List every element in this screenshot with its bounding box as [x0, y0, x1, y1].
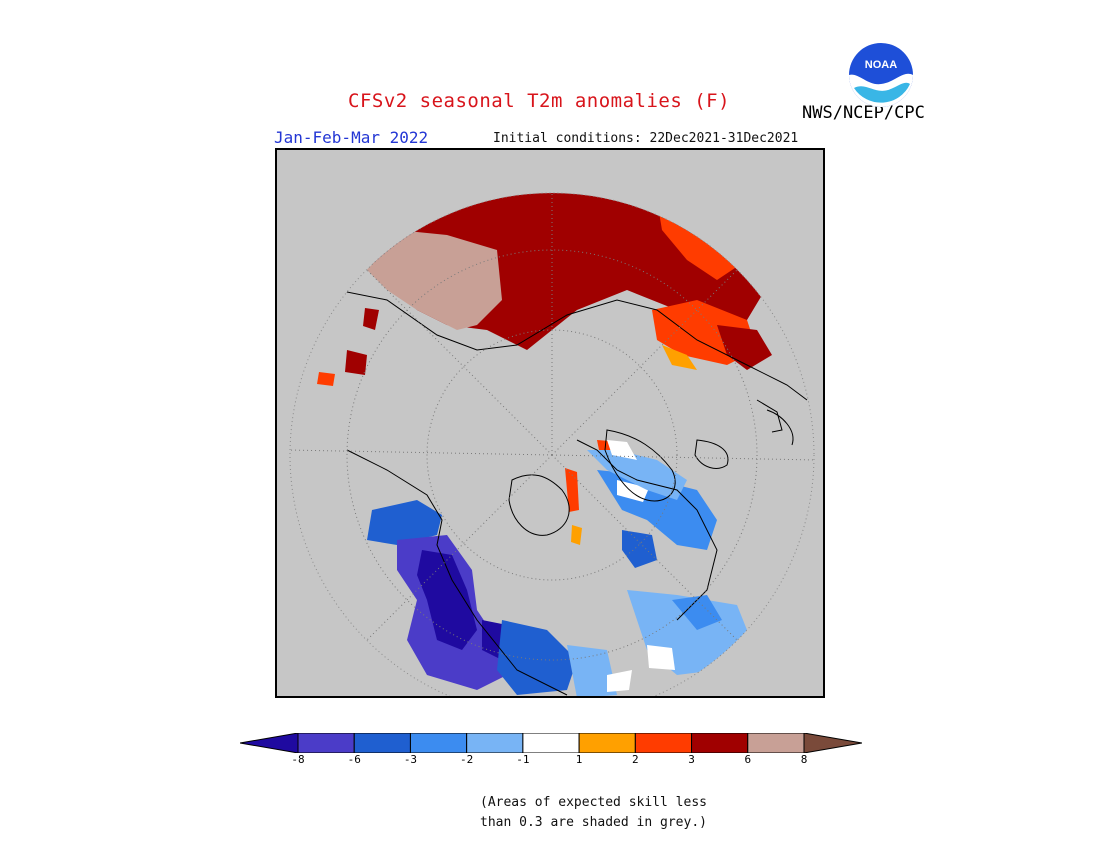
agency-label: NWS/NCEP/CPC: [802, 103, 925, 123]
arctic-warm-patch-2: [571, 525, 582, 545]
colorbar-tick-label: 1: [575, 753, 583, 766]
coastlines: [296, 289, 808, 696]
colorbar-tick-label: 3: [688, 753, 695, 766]
north-america-deep-indigo-region: [417, 550, 477, 650]
east-asia-deep-red-patch: [717, 325, 772, 370]
map-title: CFSv2 seasonal T2m anomalies (F): [348, 90, 731, 112]
colorbar-box: [747, 733, 805, 753]
north-africa-orange-patch: [317, 372, 335, 386]
colorbar-tick-label: 2: [632, 753, 639, 766]
colorbar-tick-label: -3: [403, 753, 418, 766]
colorbar-tick-label: 8: [800, 753, 808, 766]
arctic-white-patch: [607, 440, 637, 460]
colorbar-tick-label: -1: [516, 753, 530, 766]
labrador-blue-region: [672, 595, 722, 630]
colorbar-box: [522, 733, 580, 753]
eastern-us-blue-region: [567, 645, 617, 696]
colorbar-box: [353, 733, 411, 753]
colorbar-right-arrow: [803, 733, 862, 753]
skill-note-line2: than 0.3 are shaded in grey.): [480, 815, 707, 830]
colorbar-box: [691, 733, 749, 753]
hudson-blue-region: [622, 530, 657, 568]
southeast-white-patch: [607, 670, 632, 692]
colorbar-tick-label: 6: [744, 753, 752, 766]
midwest-blue-region: [497, 620, 577, 695]
colorbar-box: [297, 733, 355, 753]
initial-conditions-label: Initial conditions: 22Dec2021-31Dec2021: [493, 131, 799, 146]
colorbar-box: [409, 733, 468, 753]
skill-note: (Areas of expected skill less than 0.3 a…: [480, 793, 707, 833]
season-label: Jan-Feb-Mar 2022: [274, 128, 429, 147]
graticule: [290, 193, 814, 661]
colorbar: [240, 733, 862, 753]
map-boundary-circle: [289, 192, 815, 696]
colorbar-tick-label: -8: [291, 753, 305, 766]
noaa-logo-icon: NOAA: [849, 43, 913, 107]
colorbar-tick-label: -6: [347, 753, 361, 766]
arctic-blue-tail: [587, 450, 687, 500]
colorbar-ticks: -8 -6 -3 -2 -1 1 2 3 6 8: [240, 753, 862, 767]
colorbar-tick-label: -2: [460, 753, 474, 766]
north-africa-red-patch: [345, 350, 367, 375]
skill-note-line1: (Areas of expected skill less: [480, 795, 707, 810]
colorbar-box: [634, 733, 693, 753]
colorbar-box: [578, 733, 636, 753]
alaska-blue-region: [367, 500, 442, 545]
polar-map: [275, 148, 825, 698]
noaa-logo-text: NOAA: [865, 59, 897, 71]
iberia-red-patch: [363, 308, 379, 330]
east-asia-amber-region: [662, 345, 697, 370]
greenland-white-patch: [647, 645, 675, 670]
colorbar-box: [466, 733, 524, 753]
arctic-warm-patch-1: [565, 468, 579, 512]
colorbar-left-arrow: [240, 733, 299, 753]
